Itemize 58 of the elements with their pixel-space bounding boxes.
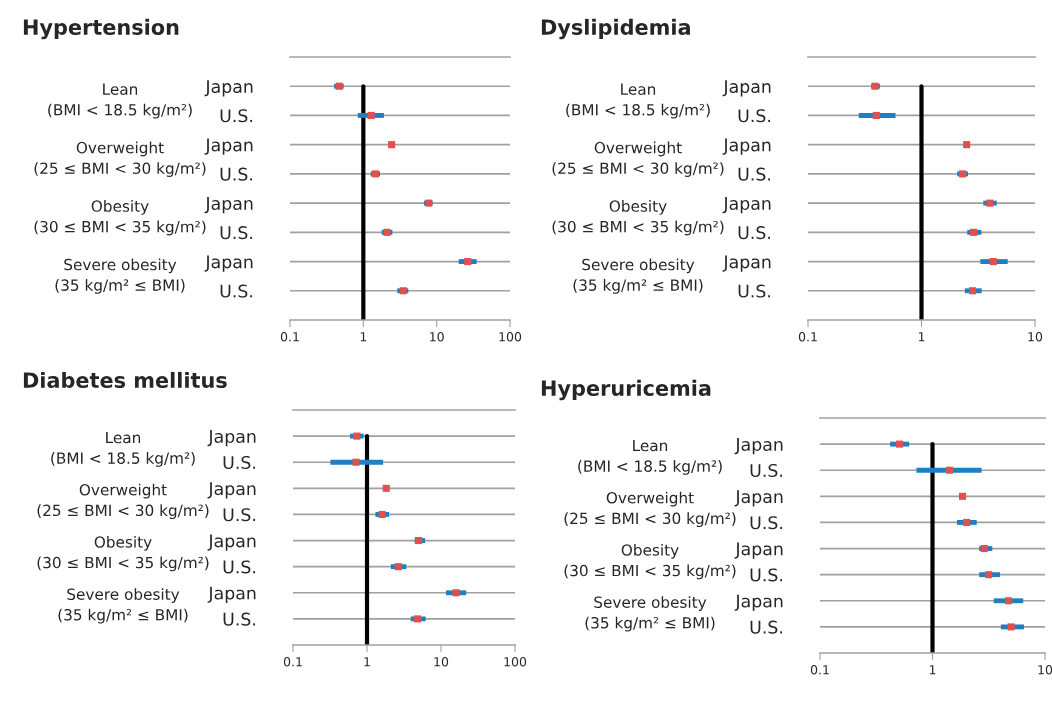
- x-tick-label: 0.1: [798, 332, 817, 342]
- y-tick-label: U.S.: [750, 568, 783, 582]
- x-tick-label: 1: [364, 657, 370, 667]
- text: Lean (BMI < 18.5 kg/m²): [51, 431, 195, 467]
- x-tick-label: 1: [929, 665, 936, 675]
- text: Severe obesity (35 kg/m² ≤ BMI): [58, 588, 188, 624]
- x-tick-label: 10: [1028, 332, 1043, 342]
- y-tick-label: Japan: [204, 255, 253, 272]
- y-tick-label: U.S.: [220, 226, 253, 240]
- text: Diabetes mellitus: [23, 371, 227, 389]
- text: Severe obesity (35 kg/m² ≤ BMI): [55, 258, 185, 294]
- text: Dyslipidemia: [541, 18, 690, 40]
- y-tick-label: Japan: [207, 430, 256, 447]
- y-tick-label: U.S.: [750, 463, 783, 478]
- y-tick-label: Japan: [722, 138, 771, 155]
- text: Severe obesity (35 kg/m² ≤ BMI): [585, 596, 715, 632]
- y-tick-label: U.S.: [223, 455, 256, 470]
- text: Lean (BMI < 18.5 kg/m²): [566, 83, 710, 119]
- y-tick-label: Japan: [734, 438, 783, 455]
- x-tick-label: 100: [499, 332, 522, 342]
- x-tick-label: 1: [918, 332, 925, 342]
- x-tick-label: 10: [434, 657, 449, 667]
- text: Lean (BMI < 18.5 kg/m²): [48, 83, 192, 119]
- y-tick-label: Japan: [734, 490, 783, 507]
- y-tick-label: U.S.: [220, 284, 253, 298]
- text: Hypertension: [23, 18, 179, 40]
- y-tick-label: U.S.: [223, 508, 256, 522]
- x-tick-label: 100: [504, 657, 527, 667]
- y-tick-label: Japan: [722, 255, 771, 272]
- y-tick-label: U.S.: [738, 284, 771, 298]
- x-tick-label: 0.1: [283, 657, 302, 667]
- y-tick-label: Japan: [722, 80, 771, 97]
- text: Hyperuricemia: [541, 379, 711, 401]
- text: Lean (BMI < 18.5 kg/m²): [578, 439, 722, 475]
- x-tick-label: 1: [360, 332, 367, 342]
- y-tick-label: U.S.: [220, 167, 253, 181]
- text: Severe obesity (35 kg/m² ≤ BMI): [573, 258, 703, 294]
- y-tick-label: U.S.: [750, 516, 783, 530]
- y-tick-label: Japan: [204, 138, 253, 155]
- y-tick-label: Japan: [204, 197, 253, 214]
- y-tick-label: U.S.: [738, 109, 771, 123]
- y-tick-label: U.S.: [738, 226, 771, 240]
- y-tick-label: U.S.: [738, 167, 771, 181]
- y-tick-label: U.S.: [223, 560, 256, 574]
- y-tick-label: Japan: [722, 197, 771, 214]
- x-tick-label: 10: [1038, 665, 1052, 675]
- y-tick-label: U.S.: [750, 620, 783, 634]
- y-tick-label: Japan: [734, 542, 783, 559]
- x-tick-label: 0.1: [280, 332, 299, 342]
- y-tick-label: Japan: [734, 594, 783, 611]
- x-tick-label: 0.1: [810, 665, 829, 675]
- y-tick-label: Japan: [207, 482, 256, 499]
- x-tick-label: 10: [430, 332, 444, 342]
- y-tick-label: Japan: [207, 586, 256, 603]
- y-tick-label: Japan: [207, 534, 256, 551]
- y-tick-label: U.S.: [220, 109, 253, 123]
- y-tick-label: U.S.: [223, 612, 256, 626]
- y-tick-label: Japan: [204, 80, 253, 97]
